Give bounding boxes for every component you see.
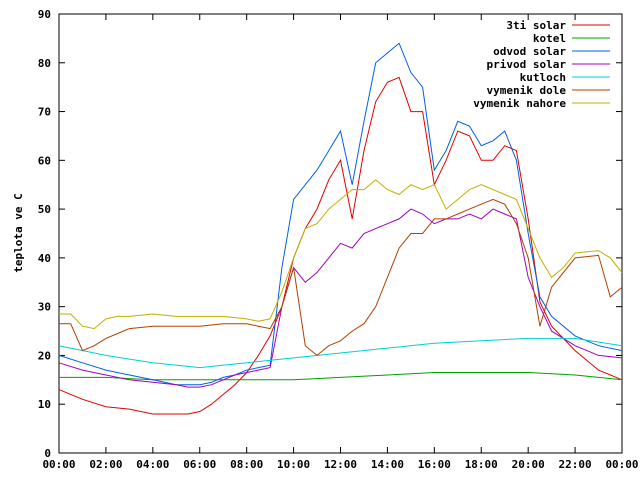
x-tick-label: 16:00: [418, 458, 451, 471]
series-line-kutloch: [58, 337, 623, 369]
series-line-privod-solar: [58, 208, 623, 388]
y-tick-label: 20: [38, 349, 51, 362]
legend-label: 3ti solar: [506, 19, 566, 32]
legend-label: kutloch: [520, 71, 566, 84]
y-tick-label: 70: [38, 106, 51, 119]
x-tick-label: 14:00: [371, 458, 404, 471]
x-tick-label: 00:00: [42, 458, 75, 471]
y-tick-label: 0: [44, 447, 51, 460]
y-tick-label: 90: [38, 8, 51, 21]
series-line-vymenik-dole: [59, 198, 623, 357]
y-tick-label: 50: [38, 203, 51, 216]
series-line-kotel: [59, 372, 623, 381]
series-line-odvod-solar: [58, 42, 623, 386]
legend-label: kotel: [533, 32, 566, 45]
x-tick-label: 00:00: [605, 458, 638, 471]
y-tick-label: 30: [38, 301, 51, 314]
x-tick-label: 04:00: [136, 458, 169, 471]
y-tick-label: 40: [38, 252, 51, 265]
series-line-3ti-solar: [58, 76, 623, 415]
series-line-vymenik-nahore: [59, 179, 623, 330]
x-tick-label: 10:00: [277, 458, 310, 471]
legend-label: odvod solar: [493, 45, 566, 58]
legend-label: privod solar: [487, 58, 567, 71]
y-axis-label: teplota ve C: [12, 193, 25, 272]
x-tick-label: 02:00: [89, 458, 122, 471]
x-tick-label: 18:00: [465, 458, 498, 471]
legend-label: vymenik nahore: [473, 97, 566, 110]
x-tick-label: 06:00: [183, 458, 216, 471]
y-tick-label: 10: [38, 398, 51, 411]
x-tick-label: 22:00: [559, 458, 592, 471]
x-tick-label: 12:00: [324, 458, 357, 471]
legend-label: vymenik dole: [487, 84, 567, 97]
y-tick-label: 80: [38, 57, 51, 70]
x-tick-label: 20:00: [512, 458, 545, 471]
x-tick-label: 08:00: [230, 458, 263, 471]
y-tick-label: 60: [38, 154, 51, 167]
